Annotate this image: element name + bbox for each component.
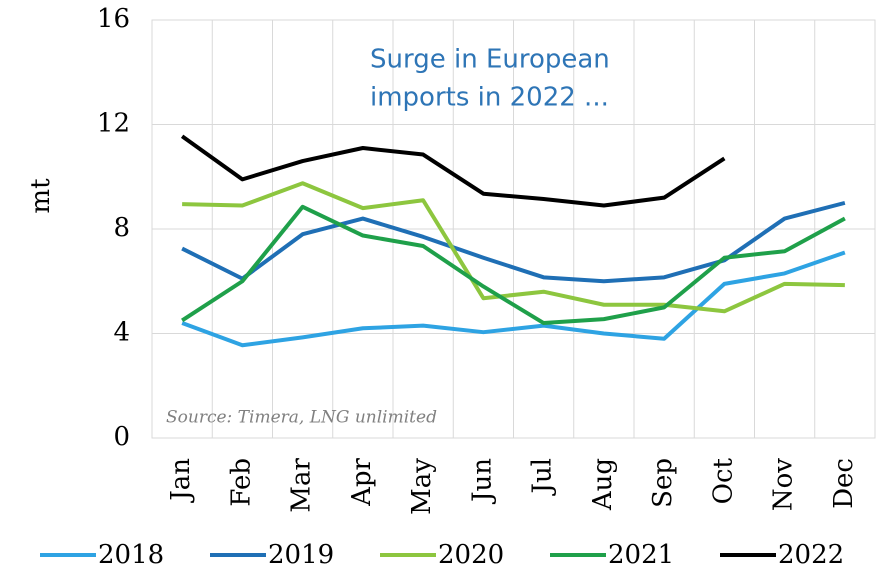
x-tick-label: Jun (467, 458, 497, 505)
annotation: Surge in European (370, 45, 610, 75)
x-tick-label: Oct (708, 457, 738, 504)
x-tick-label: Aug (588, 458, 618, 511)
y-tick-label: 12 (97, 109, 130, 139)
legend-label: 2020 (438, 540, 504, 570)
series-line (182, 181, 845, 314)
x-tick-label: Mar (287, 457, 317, 512)
series-line (181, 200, 846, 284)
series-line (181, 250, 846, 348)
x-tick-label: Jul (528, 458, 558, 496)
y-tick-label: 8 (113, 213, 130, 243)
y-axis-label: mt (26, 178, 56, 214)
x-tick-label: Sep (648, 458, 678, 508)
x-tick-label: May (407, 458, 437, 515)
legend-label: 2018 (98, 540, 164, 570)
y-tick-label: 0 (113, 422, 130, 452)
x-tick-label: Nov (769, 458, 799, 511)
x-tick-label: Apr (347, 457, 377, 506)
series-line (181, 204, 846, 326)
annotation: imports in 2022 ... (370, 83, 609, 113)
x-tick-label: Feb (226, 458, 256, 507)
x-tick-label: Jan (166, 458, 196, 504)
y-tick-label: 16 (97, 4, 130, 34)
series-line (180, 134, 726, 208)
legend-label: 2021 (608, 540, 674, 570)
y-tick-label: 4 (113, 318, 130, 348)
legend-label: 2019 (268, 540, 334, 570)
source-note: Source: Timera, LNG unlimited (166, 408, 437, 428)
x-tick-label: Dec (829, 458, 859, 509)
legend-label: 2022 (778, 540, 844, 570)
